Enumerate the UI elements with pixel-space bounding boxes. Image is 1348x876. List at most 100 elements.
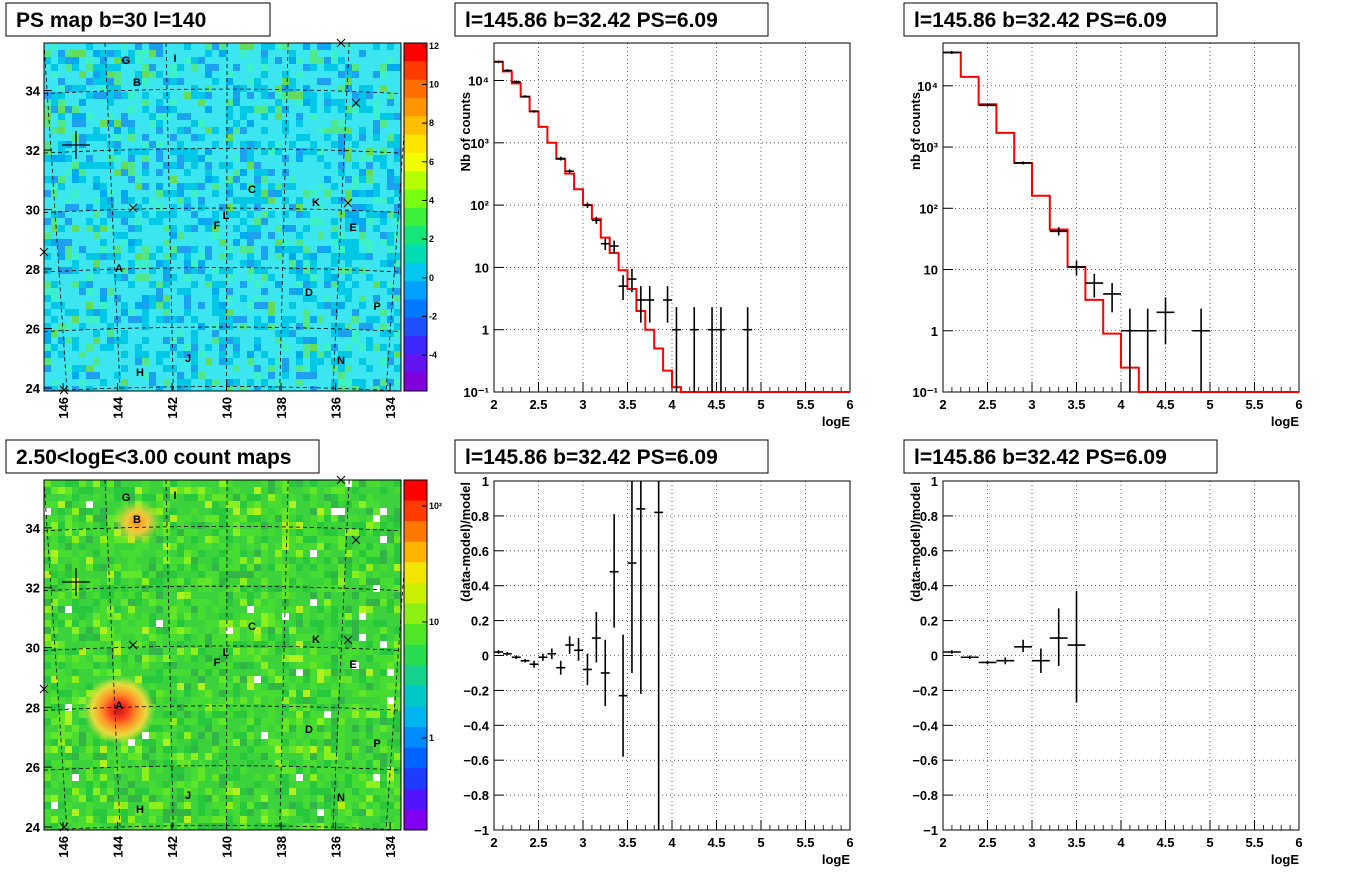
map-pixel bbox=[205, 106, 212, 113]
map-pixel bbox=[121, 43, 128, 50]
map-pixel bbox=[44, 295, 51, 302]
map-pixel bbox=[268, 816, 275, 823]
map-pixel bbox=[100, 78, 107, 85]
map-pixel bbox=[219, 718, 226, 725]
map-pixel bbox=[219, 809, 226, 816]
map-pixel bbox=[303, 344, 310, 351]
map-pixel bbox=[233, 501, 240, 508]
map-pixel bbox=[177, 753, 184, 760]
map-pixel bbox=[51, 823, 58, 830]
map-pixel bbox=[156, 571, 163, 578]
map-pixel bbox=[331, 302, 338, 309]
map-pixel bbox=[149, 816, 156, 823]
map-pixel bbox=[219, 253, 226, 260]
map-pixel bbox=[156, 725, 163, 732]
map-pixel bbox=[394, 515, 401, 522]
map-pixel bbox=[303, 690, 310, 697]
map-pixel bbox=[226, 592, 233, 599]
map-pixel bbox=[163, 309, 170, 316]
map-pixel bbox=[226, 823, 233, 830]
ps-cbar-swatch bbox=[404, 299, 427, 319]
map-pixel bbox=[387, 379, 394, 386]
map-pixel bbox=[254, 316, 261, 323]
map-pixel bbox=[198, 550, 205, 557]
map-pixel bbox=[170, 606, 177, 613]
map-pixel bbox=[135, 344, 142, 351]
residual-1-xlabel: logE bbox=[822, 852, 850, 867]
map-pixel bbox=[317, 697, 324, 704]
map-pixel bbox=[303, 669, 310, 676]
map-pixel bbox=[268, 606, 275, 613]
map-pixel bbox=[79, 648, 86, 655]
map-pixel bbox=[205, 71, 212, 78]
map-pixel bbox=[72, 176, 79, 183]
map-pixel bbox=[79, 655, 86, 662]
map-pixel bbox=[93, 760, 100, 767]
map-pixel bbox=[345, 134, 352, 141]
map-pixel bbox=[296, 281, 303, 288]
map-pixel bbox=[233, 655, 240, 662]
map-pixel bbox=[289, 225, 296, 232]
map-pixel bbox=[261, 676, 268, 683]
map-pixel bbox=[163, 823, 170, 830]
map-pixel bbox=[275, 379, 282, 386]
source-label-A: A bbox=[115, 263, 123, 275]
map-pixel bbox=[254, 85, 261, 92]
map-pixel bbox=[296, 536, 303, 543]
map-pixel bbox=[177, 732, 184, 739]
map-pixel bbox=[135, 753, 142, 760]
map-pixel bbox=[114, 746, 121, 753]
map-pixel bbox=[331, 746, 338, 753]
map-pixel bbox=[282, 169, 289, 176]
map-pixel bbox=[72, 281, 79, 288]
map-pixel bbox=[44, 543, 51, 550]
map-pixel bbox=[282, 536, 289, 543]
map-pixel bbox=[114, 92, 121, 99]
map-pixel bbox=[219, 204, 226, 211]
map-pixel bbox=[303, 372, 310, 379]
map-pixel bbox=[79, 634, 86, 641]
map-pixel bbox=[345, 795, 352, 802]
map-pixel bbox=[177, 480, 184, 487]
map-pixel bbox=[149, 592, 156, 599]
map-pixel bbox=[254, 372, 261, 379]
y-tick-label: 0 bbox=[931, 649, 938, 664]
map-pixel bbox=[114, 64, 121, 71]
map-pixel bbox=[359, 634, 366, 641]
spectrum-1-title-box bbox=[454, 2, 769, 37]
map-pixel bbox=[114, 274, 121, 281]
map-pixel bbox=[58, 92, 65, 99]
map-pixel bbox=[156, 648, 163, 655]
map-pixel bbox=[93, 309, 100, 316]
map-pixel bbox=[128, 571, 135, 578]
map-pixel bbox=[359, 599, 366, 606]
map-pixel bbox=[247, 662, 254, 669]
map-pixel bbox=[128, 753, 135, 760]
map-pixel bbox=[177, 536, 184, 543]
map-pixel bbox=[51, 501, 58, 508]
map-pixel bbox=[352, 330, 359, 337]
map-pixel bbox=[170, 676, 177, 683]
map-pixel bbox=[205, 788, 212, 795]
map-pixel bbox=[79, 351, 86, 358]
map-pixel bbox=[86, 816, 93, 823]
source-label-E: E bbox=[349, 222, 356, 234]
map-pixel bbox=[373, 732, 380, 739]
map-pixel bbox=[212, 760, 219, 767]
map-pixel bbox=[72, 634, 79, 641]
map-pixel bbox=[93, 225, 100, 232]
map-pixel bbox=[289, 627, 296, 634]
map-pixel bbox=[128, 134, 135, 141]
map-pixel bbox=[380, 767, 387, 774]
map-pixel bbox=[387, 767, 394, 774]
map-pixel bbox=[317, 606, 324, 613]
map-pixel bbox=[212, 309, 219, 316]
map-pixel bbox=[394, 344, 401, 351]
map-pixel bbox=[184, 809, 191, 816]
map-pixel bbox=[394, 627, 401, 634]
map-pixel bbox=[100, 204, 107, 211]
map-pixel bbox=[51, 697, 58, 704]
map-pixel bbox=[268, 169, 275, 176]
map-pixel bbox=[72, 774, 79, 781]
